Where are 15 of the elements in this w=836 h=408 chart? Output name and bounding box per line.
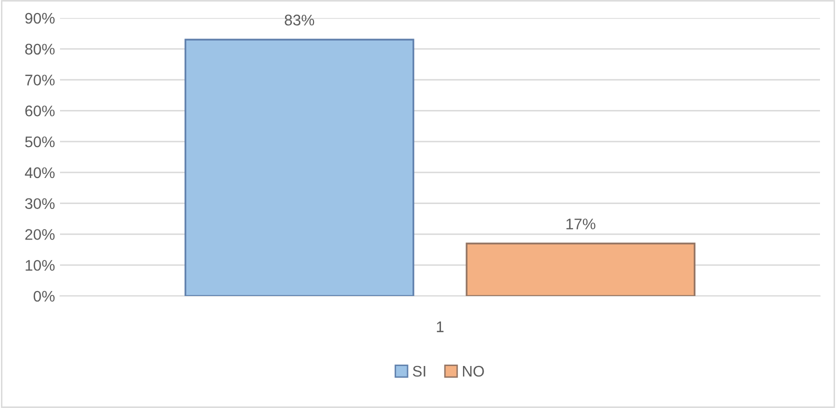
y-tick-label: 40%: [24, 167, 55, 178]
y-tick-label: 60%: [25, 106, 55, 116]
y-tick-label: 30%: [25, 198, 55, 210]
y-tick-label: 70%: [25, 74, 55, 86]
y-tick-label: 80%: [25, 44, 55, 55]
y-tick-label: 0%: [34, 290, 55, 302]
data-label: 17%: [566, 218, 596, 230]
x-tick-label: 1: [436, 322, 444, 332]
legend-label: NO: [462, 366, 484, 377]
y-tick-label: 20%: [25, 229, 55, 240]
y-tick-label: 90%: [25, 12, 55, 24]
legend-label: SI: [412, 366, 426, 377]
data-label: 83%: [284, 14, 314, 26]
y-tick-label: 50%: [25, 136, 55, 148]
y-tick-label: 10%: [26, 260, 55, 271]
